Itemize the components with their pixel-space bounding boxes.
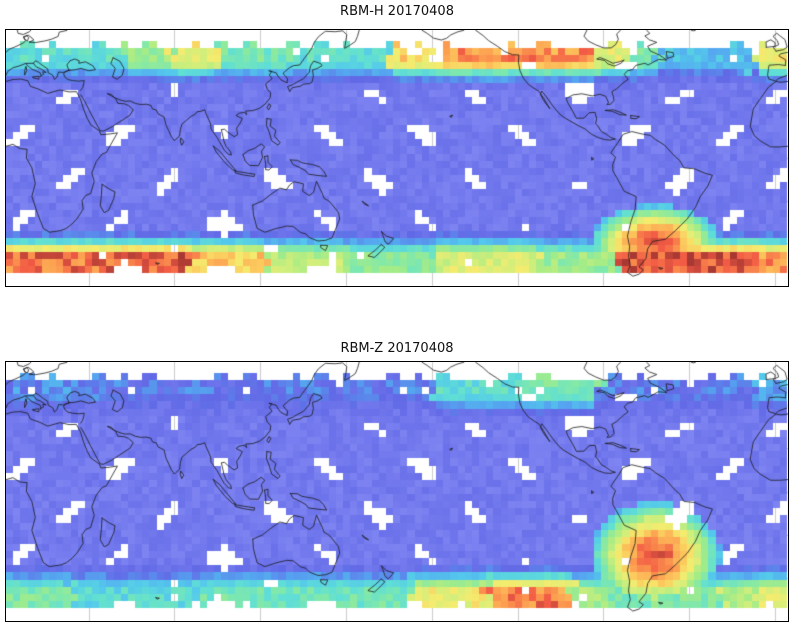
rbm-h-map [5, 29, 789, 287]
rbm-z-map [5, 361, 789, 622]
panel-title-rbm-z: RBM-Z 20170408 [340, 341, 454, 356]
panel-title-rbm-h: RBM-H 20170408 [340, 4, 454, 19]
